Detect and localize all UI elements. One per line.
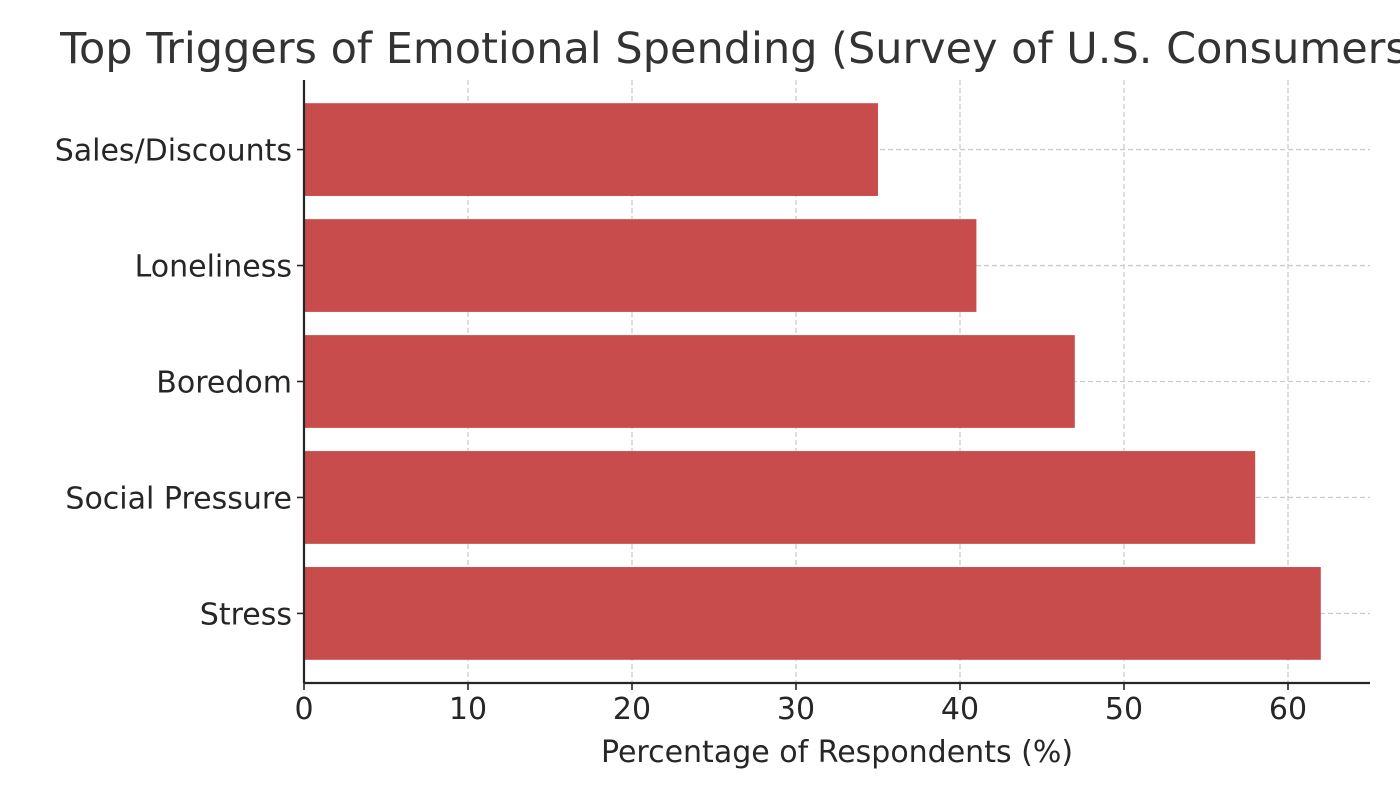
bars bbox=[304, 103, 1321, 660]
bar-loneliness bbox=[304, 219, 977, 312]
bar-social-pressure bbox=[304, 451, 1256, 544]
y-ticks: Stress Social Pressure Boredom Loneliness Sa… bbox=[55, 134, 304, 632]
x-tick-label: 0 bbox=[294, 692, 313, 727]
bar-stress bbox=[304, 567, 1321, 660]
y-tick-label: Sales/Discounts bbox=[55, 134, 292, 169]
y-tick-label: Stress bbox=[200, 597, 292, 632]
chart-title: Top Triggers of Emotional Spending (Surv… bbox=[60, 24, 1400, 74]
x-tick-label: 10 bbox=[449, 692, 487, 727]
y-tick-label: Social Pressure bbox=[65, 481, 292, 516]
x-axis-label: Percentage of Respondents (%) bbox=[601, 735, 1073, 770]
y-tick-label: Boredom bbox=[156, 366, 292, 401]
x-tick-label: 60 bbox=[1269, 692, 1307, 727]
bar-sales-discounts bbox=[304, 103, 878, 196]
x-tick-label: 30 bbox=[777, 692, 815, 727]
bar-boredom bbox=[304, 335, 1075, 428]
y-tick-label: Loneliness bbox=[135, 250, 292, 285]
x-tick-label: 20 bbox=[613, 692, 651, 727]
x-tick-label: 40 bbox=[941, 692, 979, 727]
x-tick-label: 50 bbox=[1105, 692, 1143, 727]
x-ticks: 0 10 20 30 40 50 60 bbox=[294, 683, 1307, 727]
